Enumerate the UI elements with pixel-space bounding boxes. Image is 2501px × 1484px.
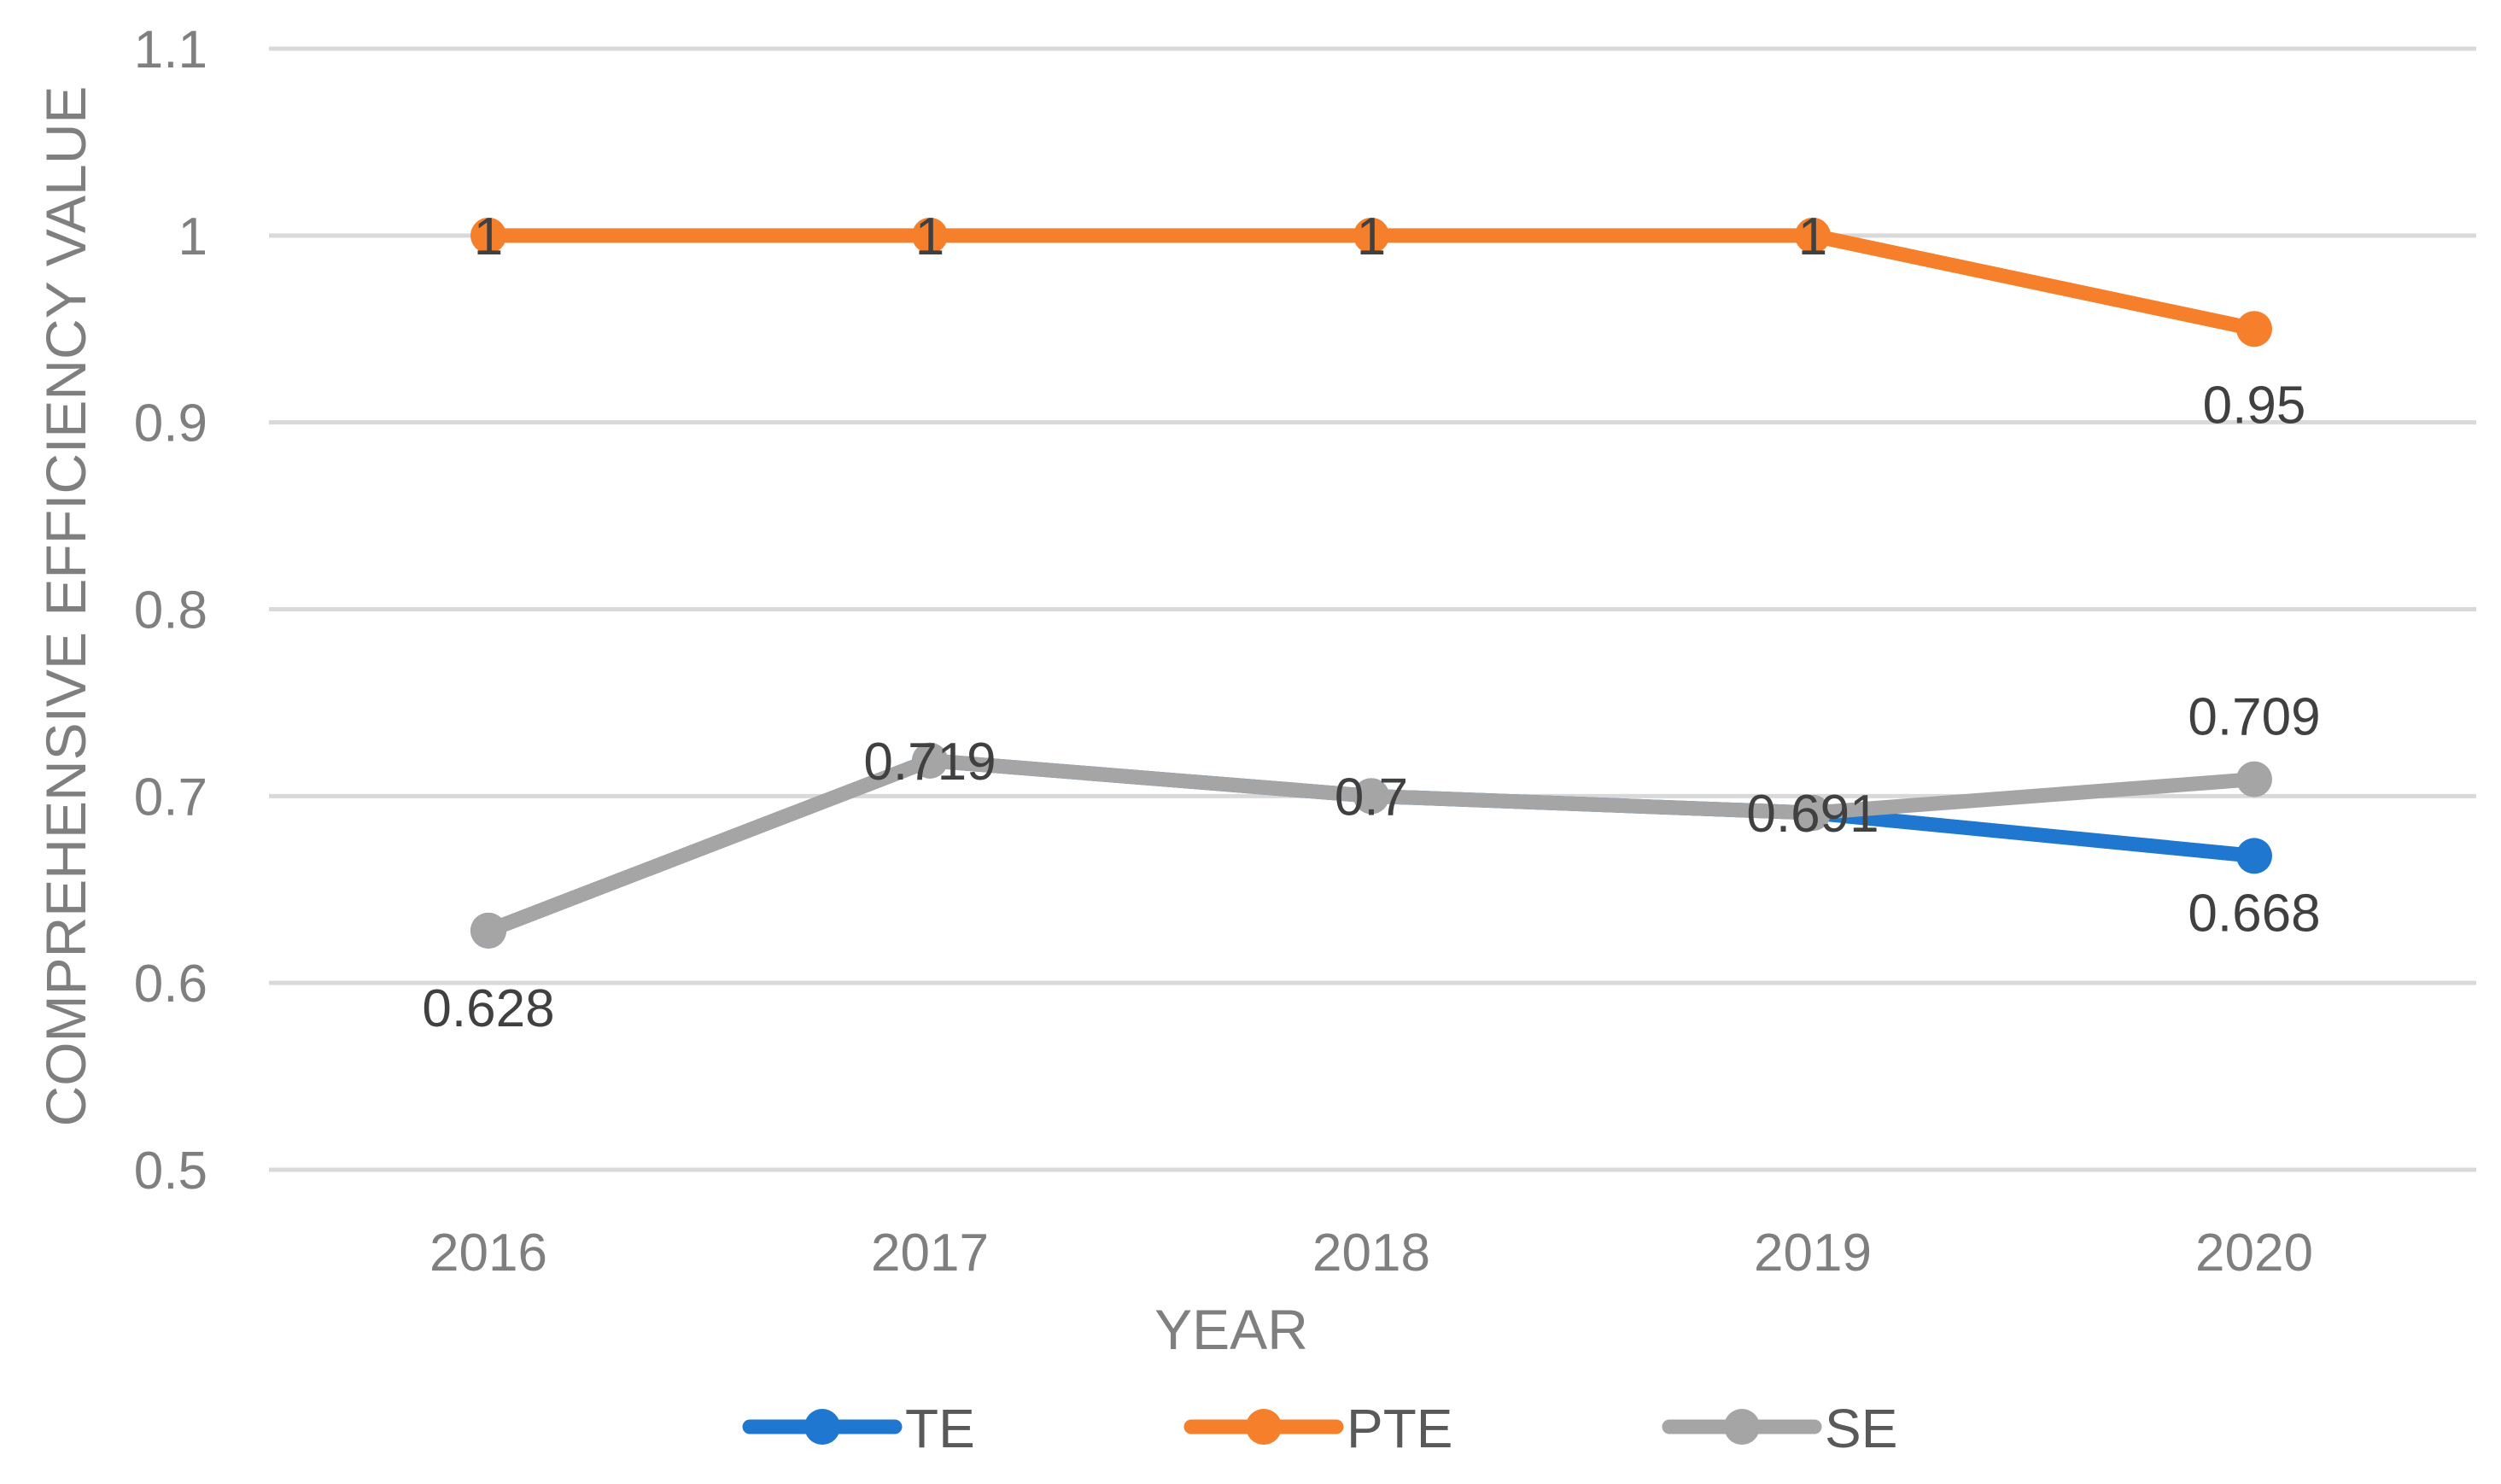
data-point-pte [912, 217, 948, 254]
y-axis-ticks: 0.5 0.6 0.7 0.8 0.9 1 1.1 [134, 20, 207, 1201]
data-label-se: 0.628 [422, 979, 554, 1038]
data-label-se: 0.7 [1335, 768, 1408, 827]
data-point-pte [1795, 217, 1831, 254]
legend-label-pte: PTE [1347, 1398, 1452, 1459]
data-point-se [2236, 761, 2272, 798]
series-lines [470, 217, 2272, 949]
data-point-se [912, 742, 948, 779]
x-axis-ticks: 2016 2017 2018 2019 2020 [429, 1224, 2313, 1282]
data-label-se: 0.691 [1746, 785, 1879, 844]
data-labels: 0.668 1 1 1 1 0.95 0.628 0.719 0.7 0.691 0.709 [422, 207, 2320, 1038]
legend-label-te: TE [905, 1398, 975, 1459]
y-tick-label: 0.5 [134, 1142, 207, 1201]
data-label-pte: 1 [915, 207, 944, 266]
data-point-se [1795, 795, 1831, 832]
y-tick-label: 1 [178, 207, 207, 266]
legend: TE PTE SE [742, 1398, 1897, 1459]
x-tick-label: 2020 [2195, 1224, 2313, 1282]
data-label-pte: 1 [474, 207, 503, 266]
data-point-se [470, 912, 506, 949]
y-tick-label: 0.6 [134, 955, 207, 1014]
y-tick-label: 0.7 [134, 768, 207, 827]
data-label-pte: 1 [1357, 207, 1386, 266]
legend-marker-se [1724, 1409, 1760, 1445]
data-point-pte [1353, 217, 1389, 254]
y-tick-label: 0.8 [134, 581, 207, 640]
legend-label-se: SE [1825, 1398, 1897, 1459]
x-axis-title: YEAR [1154, 1298, 1308, 1361]
x-tick-label: 2016 [429, 1224, 547, 1282]
legend-marker-te [804, 1409, 840, 1445]
data-label-pte: 0.95 [2203, 376, 2306, 435]
y-tick-label: 1.1 [134, 20, 207, 79]
data-label-se: 0.719 [863, 733, 996, 792]
x-tick-label: 2018 [1312, 1224, 1430, 1282]
data-label-pte: 1 [1798, 207, 1827, 266]
x-tick-label: 2017 [871, 1224, 989, 1282]
data-label-se: 0.709 [2188, 688, 2320, 747]
x-tick-label: 2019 [1754, 1224, 1872, 1282]
data-point-pte [2236, 311, 2272, 348]
data-point-se [1353, 778, 1389, 815]
y-tick-label: 0.9 [134, 394, 207, 453]
legend-marker-pte [1246, 1409, 1282, 1445]
data-point-te [2236, 838, 2272, 874]
y-axis-title: COMPREHENSIVE EFFICIENCY VALUE [34, 86, 97, 1127]
data-point-pte [470, 217, 506, 254]
data-label-te: 0.668 [2188, 884, 2320, 943]
